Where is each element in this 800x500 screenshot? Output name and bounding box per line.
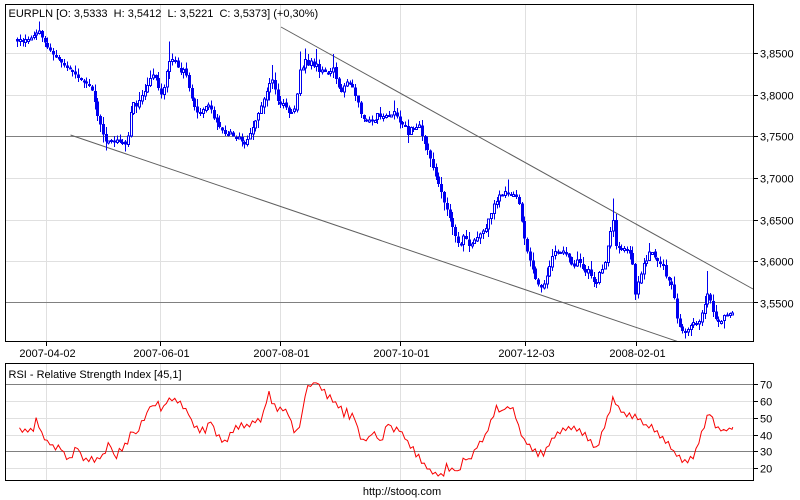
svg-text:50: 50 — [760, 414, 772, 426]
svg-text:3,7000: 3,7000 — [760, 174, 794, 186]
svg-text:3,7500: 3,7500 — [760, 132, 794, 144]
svg-text:2008-02-01: 2008-02-01 — [609, 348, 665, 360]
svg-text:2007-10-01: 2007-10-01 — [373, 348, 429, 360]
svg-text:2007-04-02: 2007-04-02 — [19, 348, 75, 360]
svg-text:30: 30 — [760, 447, 772, 459]
svg-text:http://stooq.com: http://stooq.com — [363, 486, 441, 498]
svg-text:2007-06-01: 2007-06-01 — [133, 348, 189, 360]
svg-text:20: 20 — [760, 464, 772, 476]
svg-text:2007-08-01: 2007-08-01 — [253, 348, 309, 360]
svg-text:3,6500: 3,6500 — [760, 216, 794, 228]
svg-text:EURPLN [O: 3,5333 H: 3,5412: EURPLN [O: 3,5333 H: 3,5412 L: 3,5221 C:… — [9, 8, 319, 20]
svg-text:60: 60 — [760, 397, 772, 409]
svg-text:3,6000: 3,6000 — [760, 257, 794, 269]
svg-text:3,5500: 3,5500 — [760, 299, 794, 311]
svg-text:RSI - Relative Strength Index: RSI - Relative Strength Index [45,1] — [9, 369, 182, 381]
svg-text:70: 70 — [760, 380, 772, 392]
svg-text:3,8000: 3,8000 — [760, 91, 794, 103]
svg-text:40: 40 — [760, 431, 772, 443]
svg-text:2007-12-03: 2007-12-03 — [498, 348, 554, 360]
svg-text:3,8500: 3,8500 — [760, 49, 794, 61]
